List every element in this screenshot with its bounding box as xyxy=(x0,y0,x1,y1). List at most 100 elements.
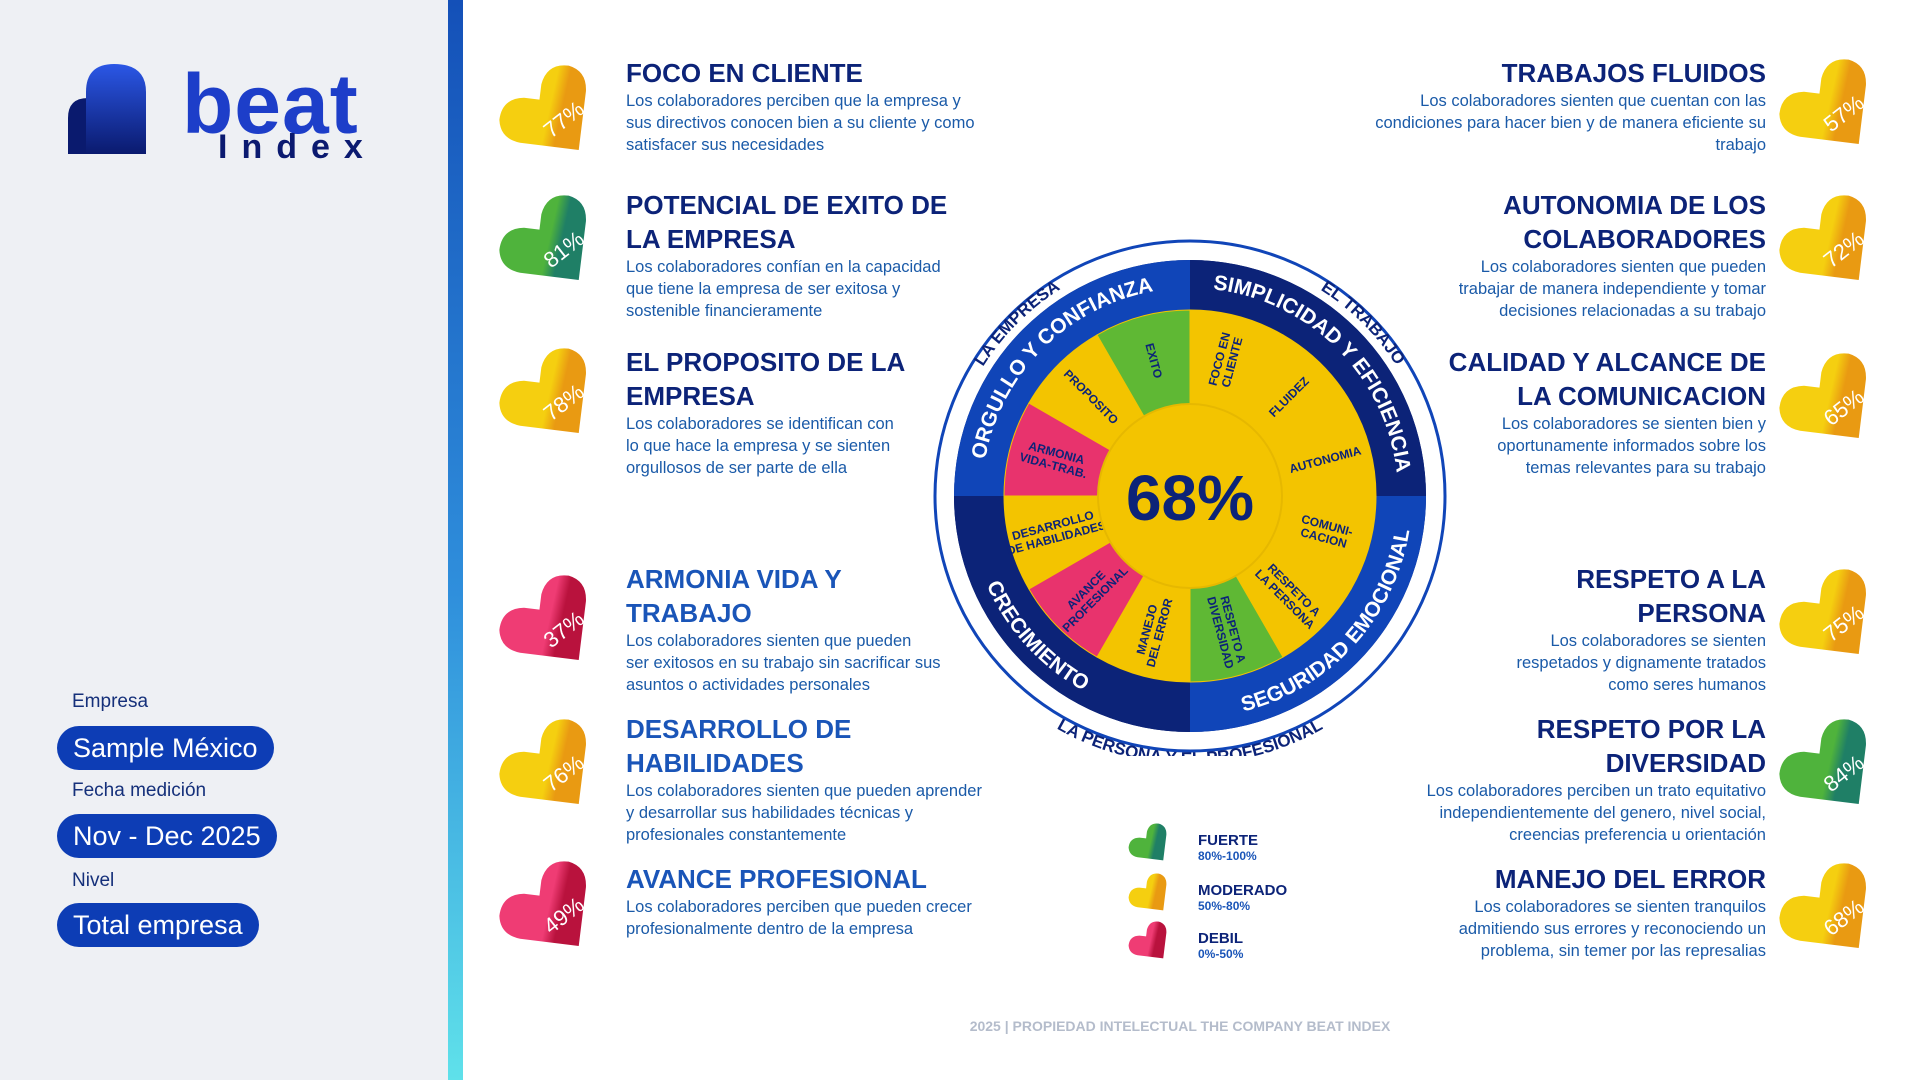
metric-card: EL PROPOSITO DE LA EMPRESA Los colaborador… xyxy=(626,345,1046,479)
metric-description-line: ser exitosos en su trabajo sin sacrifica… xyxy=(626,654,941,672)
metric-description-line: condiciones para hacer bien y de manera … xyxy=(1375,114,1766,132)
metric-title: CALIDAD Y ALCANCE DE LA COMUNICACION xyxy=(1306,345,1766,413)
wheel-segment-label: MANEJODEL ERROR xyxy=(1131,593,1175,668)
metric-title: AUTONOMIA DE LOS COLABORADORES xyxy=(1306,188,1766,256)
metric-description-line: temas relevantes para su trabajo xyxy=(1525,459,1766,477)
metric-description-line: Los colaboradores se sienten bien y xyxy=(1501,415,1766,433)
metric-card: POTENCIAL DE EXITO DE LA EMPRESA Los colab… xyxy=(626,188,1046,322)
metric-description-line: sus directivos conocen bien a su cliente… xyxy=(626,114,975,132)
metric-description-line: profesionalmente dentro de la empresa xyxy=(626,920,914,938)
climate-wheel: FOCO ENCLIENTEFLUIDEZAUTONOMIACOMUNI-CAC… xyxy=(933,239,1447,756)
metric-title: ARMONIA VIDA Y TRABAJO xyxy=(626,562,1046,630)
metric-description-line: satisfacer sus necesidades xyxy=(626,136,825,154)
metric-description-line: Los colaboradores perciben que la empres… xyxy=(626,92,961,110)
metric-description-line: como seres humanos xyxy=(1608,676,1766,694)
metric-description-line: Los colaboradores perciben un trato equi… xyxy=(1426,782,1766,800)
metric-title-line: EL PROPOSITO DE LA xyxy=(626,347,906,377)
metric-description: Los colaboradores se identifican con lo q… xyxy=(626,413,1046,479)
heart-score-icon: 57% xyxy=(1778,56,1888,171)
metric-description-line: oportunamente informados sobre los xyxy=(1497,437,1766,455)
level-selector[interactable]: Total empresa xyxy=(57,903,259,947)
date-selector[interactable]: Nov - Dec 2025 xyxy=(57,814,277,858)
metric-description-line: Los colaboradores se sienten xyxy=(1550,632,1766,650)
metric-title-line: DIVERSIDAD xyxy=(1605,748,1766,778)
metric-title-line: COLABORADORES xyxy=(1523,224,1766,254)
metric-description-line: admitiendo sus errores y reconociendo un xyxy=(1458,920,1766,938)
metric-description-line: y desarrollar sus habilidades técnicas y xyxy=(626,804,914,822)
heart-score-icon: 65% xyxy=(1778,350,1888,465)
metric-description: Los colaboradores sienten que cuentan co… xyxy=(1306,90,1766,156)
heart-score-icon: 68% xyxy=(1778,860,1888,975)
metric-description: Los colaboradores perciben un trato equi… xyxy=(1306,780,1766,846)
heart-score-icon: 72% xyxy=(1778,192,1888,307)
metric-title-line: LA COMUNICACION xyxy=(1517,381,1766,411)
metric-description: Los colaboradores confían en la capacida… xyxy=(626,256,1046,322)
logo-wordmark: beat xyxy=(182,57,359,151)
metric-title: EL PROPOSITO DE LA EMPRESA xyxy=(626,345,1046,413)
metric-title-line: EMPRESA xyxy=(626,381,755,411)
metric-description-line: que tiene la empresa de ser exitosa y xyxy=(626,280,901,298)
heart-score-icon: 77% xyxy=(498,62,608,177)
metric-title: POTENCIAL DE EXITO DE LA EMPRESA xyxy=(626,188,1046,256)
legend-heart-icon xyxy=(1128,822,1176,875)
metric-title: RESPETO A LA PERSONA xyxy=(1306,562,1766,630)
metric-card: AUTONOMIA DE LOS COLABORADORES Los colabor… xyxy=(1306,188,1766,322)
metric-title-line: PERSONA xyxy=(1637,598,1766,628)
date-label: Fecha medición xyxy=(72,780,207,801)
metric-title-line: RESPETO A LA xyxy=(1576,564,1766,594)
metric-title-line: AUTONOMIA DE LOS xyxy=(1503,190,1766,220)
metric-description-line: Los colaboradores se sienten tranquilos xyxy=(1474,898,1766,916)
metric-title: DESARROLLO DE HABILIDADES xyxy=(626,712,1046,780)
metric-title-line: MANEJO DEL ERROR xyxy=(1494,864,1766,894)
metric-description-line: trabajar de manera independiente y tomar xyxy=(1458,280,1766,298)
metric-card: RESPETO POR LA DIVERSIDAD Los colaboradore… xyxy=(1306,712,1766,846)
legend-label: MODERADO xyxy=(1198,882,1288,899)
metric-card: AVANCE PROFESIONAL Los colaboradores perc… xyxy=(626,862,1046,940)
legend-heart-icon xyxy=(1128,920,1176,973)
metric-title-line: FOCO EN CLIENTE xyxy=(626,58,863,88)
heart-score-icon: 49% xyxy=(498,858,608,973)
metric-description-line: Los colaboradores sienten que pueden apr… xyxy=(626,782,982,800)
legend-label: DEBIL xyxy=(1198,930,1243,947)
legend-range: 0%-50% xyxy=(1198,947,1244,961)
metric-description-line: Los colaboradores confían en la capacida… xyxy=(626,258,941,276)
metric-title: MANEJO DEL ERROR xyxy=(1306,862,1766,896)
metric-card: RESPETO A LA PERSONA Los colaboradores se … xyxy=(1306,562,1767,696)
company-selector[interactable]: Sample México xyxy=(57,726,274,770)
metric-description-line: Los colaboradores sienten que cuentan co… xyxy=(1420,92,1766,110)
heart-score-icon: 84% xyxy=(1778,716,1888,831)
heart-score-icon: 37% xyxy=(498,572,608,687)
metric-description-line: creencias preferencia u orientación xyxy=(1509,826,1766,844)
footer-copyright: 2025 | PROPIEDAD INTELECTUAL THE COMPANY… xyxy=(969,1018,1391,1034)
metric-title-line: DESARROLLO DE xyxy=(626,714,852,744)
logo-subtitle: Index xyxy=(218,128,377,166)
metric-card: TRABAJOS FLUIDOS Los colaboradores siente… xyxy=(1306,56,1766,156)
metric-title-line: TRABAJOS FLUIDOS xyxy=(1501,58,1766,88)
metric-card: ARMONIA VIDA Y TRABAJO Los colaboradores s… xyxy=(626,562,1046,696)
metric-description: Los colaboradores se sienten respetados y… xyxy=(1306,630,1767,696)
metric-description-line: trabajo xyxy=(1715,136,1766,154)
level-label: Nivel xyxy=(72,870,115,891)
metric-description-line: profesionales constantemente xyxy=(626,826,847,844)
metric-description-line: Los colaboradores sienten que pueden xyxy=(626,632,912,650)
metric-description-line: Los colaboradores sienten que pueden xyxy=(1480,258,1766,276)
metric-title-line: TRABAJO xyxy=(626,598,752,628)
company-label: Empresa xyxy=(72,691,149,712)
metric-title-line: POTENCIAL DE EXITO DE xyxy=(626,190,948,220)
metric-description: Los colaboradores se sienten bien y oport… xyxy=(1306,413,1766,479)
metric-description-line: sostenible financieramente xyxy=(626,302,823,320)
metric-card: MANEJO DEL ERROR Los colaboradores se sie… xyxy=(1306,862,1766,962)
metric-card: CALIDAD Y ALCANCE DE LA COMUNICACION Los c… xyxy=(1306,345,1766,479)
metric-description-line: problema, sin temer por las represalias xyxy=(1480,942,1766,960)
metric-description-line: orgullosos de ser parte de ella xyxy=(626,459,848,477)
sidebar: beat Index Empresa Sample México Fecha m… xyxy=(0,0,448,1080)
heart-score-icon: 81% xyxy=(498,192,608,307)
metric-description: Los colaboradores perciben que pueden cr… xyxy=(626,896,1046,940)
metric-title-line: ARMONIA VIDA Y xyxy=(626,564,842,594)
wheel-outer-ring xyxy=(933,239,1447,753)
metric-description-line: respetados y dignamente tratados xyxy=(1516,654,1767,672)
metric-description-line: Los colaboradores se identifican con xyxy=(626,415,894,433)
legend-range: 80%-100% xyxy=(1198,849,1257,863)
metric-title-line: HABILIDADES xyxy=(626,748,804,778)
metric-card: DESARROLLO DE HABILIDADES Los colaboradore… xyxy=(626,712,1046,846)
